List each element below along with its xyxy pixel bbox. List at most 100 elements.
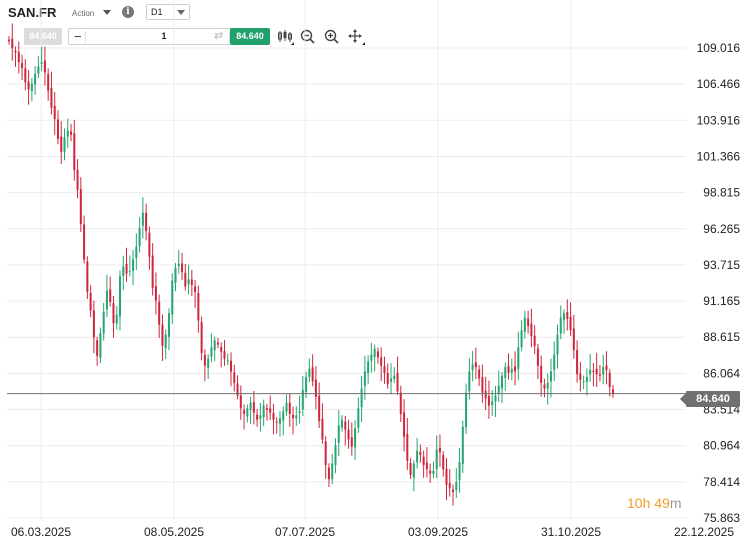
quantity-value[interactable]: 1 <box>161 31 167 41</box>
candle <box>262 399 265 427</box>
candle <box>491 390 494 416</box>
candle <box>207 354 210 379</box>
candle <box>543 378 546 398</box>
buy-price-button[interactable]: 84.640 <box>230 28 270 45</box>
candle <box>592 362 595 387</box>
candle <box>487 380 490 419</box>
timeframe-value: D1 <box>151 7 163 17</box>
candle <box>92 300 95 354</box>
candle <box>56 110 59 145</box>
candle <box>468 358 471 400</box>
candle <box>17 41 20 74</box>
candle <box>148 226 151 270</box>
candle <box>128 255 131 277</box>
candle <box>318 382 321 429</box>
candlestick-icon[interactable] <box>276 28 294 46</box>
candle <box>292 406 295 435</box>
candle <box>210 333 213 363</box>
candle <box>536 343 539 380</box>
current-price-label: 84.640 <box>680 391 740 407</box>
candle <box>608 369 611 397</box>
sell-price-button[interactable]: 84.640 <box>24 28 62 45</box>
candle <box>504 362 507 391</box>
candle <box>154 272 157 315</box>
instrument-symbol[interactable]: SAN.FR <box>8 5 57 20</box>
candle <box>556 324 559 369</box>
candle <box>474 347 477 380</box>
candle <box>354 420 357 460</box>
candle <box>73 119 76 181</box>
x-tick-label: 06.03.2025 <box>11 525 71 539</box>
y-tick-label: 75.863 <box>703 511 740 525</box>
candle <box>324 436 327 479</box>
candle <box>145 203 148 241</box>
candle <box>285 394 288 416</box>
candle <box>523 310 526 339</box>
swap-icon[interactable]: ⇄ <box>214 30 224 42</box>
candle <box>34 66 37 95</box>
candle <box>360 375 363 423</box>
candle <box>409 458 412 479</box>
candle <box>122 255 125 290</box>
candle <box>200 316 203 361</box>
candle <box>229 352 233 387</box>
candle <box>563 309 566 334</box>
candle-countdown: 10h 49m <box>627 495 682 511</box>
candle <box>89 285 92 318</box>
y-tick-label: 80.964 <box>703 439 740 453</box>
candle <box>380 347 383 382</box>
candle <box>24 59 27 91</box>
candle <box>572 314 575 359</box>
candle <box>569 302 572 336</box>
candle <box>269 395 272 421</box>
candle <box>223 339 226 366</box>
candle <box>125 247 128 282</box>
asset-type-label: Action <box>72 9 95 18</box>
candle <box>158 294 161 338</box>
candle <box>376 347 379 365</box>
candle <box>243 404 246 430</box>
candle <box>171 273 174 325</box>
candle <box>249 396 252 425</box>
x-tick-label: 03.09.2025 <box>408 525 468 539</box>
candle <box>500 371 504 403</box>
candle <box>605 351 608 385</box>
candle <box>66 118 69 148</box>
candle <box>337 409 340 457</box>
instrument-dropdown-icon[interactable] <box>103 10 111 15</box>
candle <box>79 177 82 232</box>
candle <box>216 337 219 349</box>
candle <box>455 468 458 498</box>
candle <box>363 355 366 400</box>
candle <box>132 249 135 286</box>
candle <box>272 403 275 435</box>
candle <box>419 444 422 463</box>
candle <box>582 375 585 390</box>
candle <box>14 46 17 67</box>
candle <box>301 375 304 416</box>
candle <box>595 352 598 387</box>
decrease-quantity-button[interactable]: − <box>74 29 82 44</box>
zoom-in-icon[interactable] <box>323 28 341 46</box>
candle <box>393 367 396 384</box>
candle <box>406 418 409 470</box>
y-tick-label: 106.466 <box>697 77 741 91</box>
y-tick-label: 78.414 <box>703 475 740 489</box>
move-icon[interactable] <box>347 28 365 46</box>
timeframe-select[interactable]: D1 <box>146 4 190 20</box>
x-tick-label: 22.12.2025 <box>674 525 734 539</box>
candle <box>602 354 605 385</box>
candle <box>494 385 497 418</box>
candle <box>278 411 281 437</box>
candle <box>164 329 167 360</box>
info-icon[interactable]: i <box>122 6 134 18</box>
candle <box>497 370 500 402</box>
candle <box>50 71 53 115</box>
candle <box>559 305 562 340</box>
candle <box>63 128 66 161</box>
candle <box>448 469 451 497</box>
candle <box>194 280 197 308</box>
x-tick-label: 31.10.2025 <box>541 525 601 539</box>
candle <box>445 458 448 501</box>
